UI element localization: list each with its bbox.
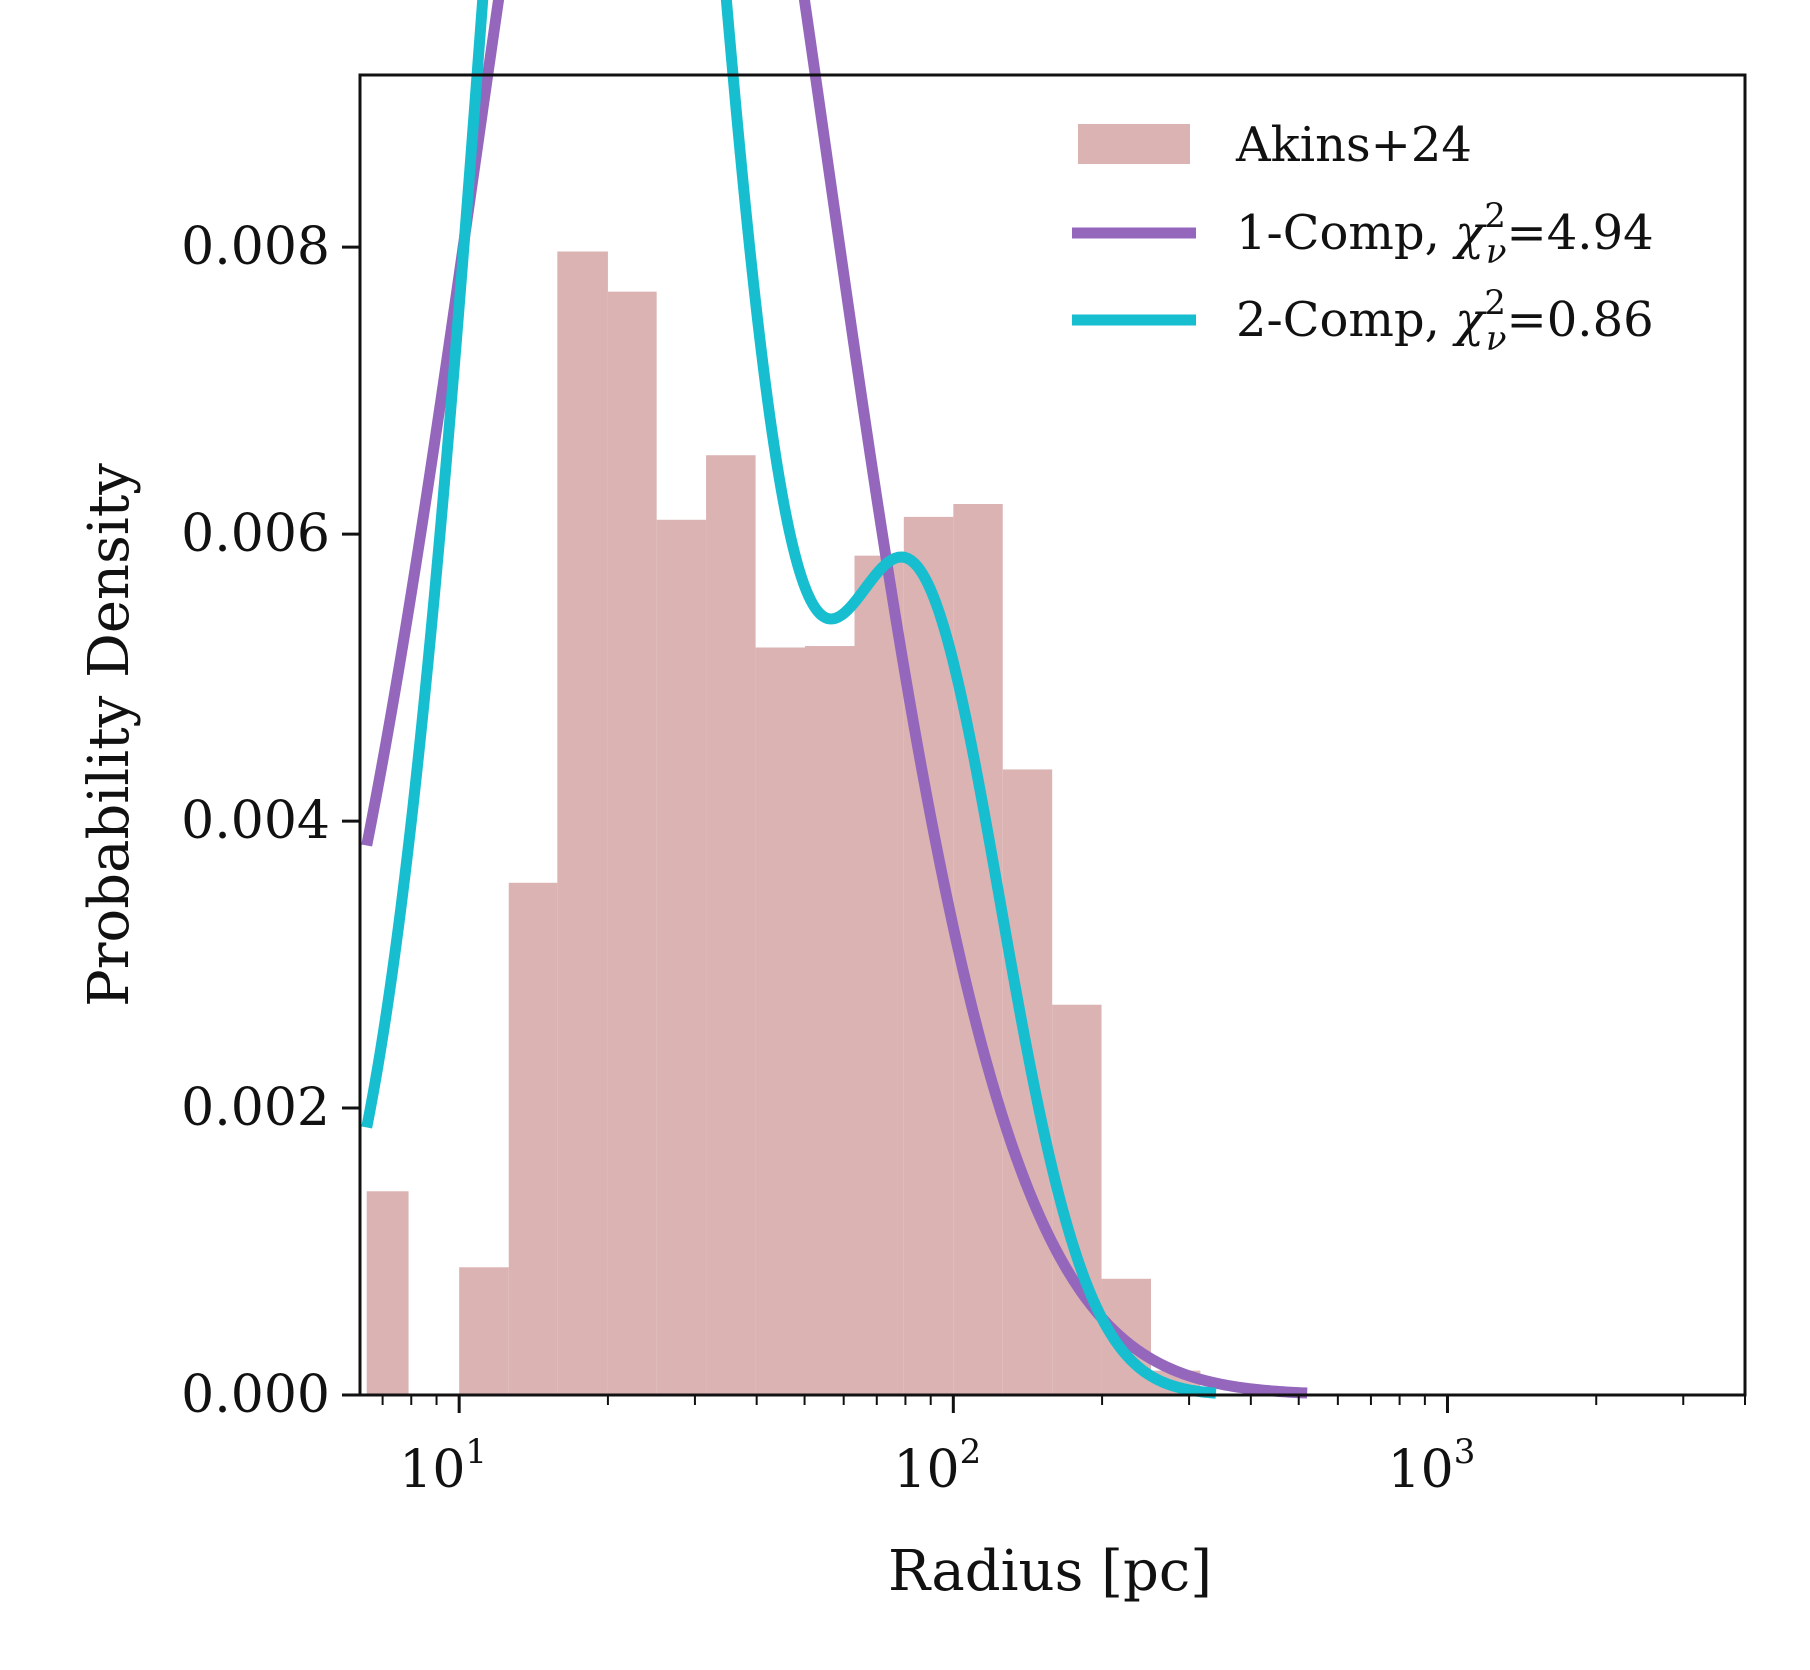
histogram-bar-3 (508, 882, 558, 1395)
y-axis-label: Probability Density (77, 463, 142, 1007)
histogram-bar-5 (607, 291, 657, 1396)
x-axis-ticks: 101 102 103 (381, 1395, 1746, 1500)
histogram-bar-6 (656, 519, 707, 1395)
histogram-bars (366, 251, 1201, 1396)
x-axis-label: Radius [pc] (888, 1539, 1212, 1604)
histogram-bar-9 (804, 646, 855, 1395)
x-tick-label-0: 101 (399, 1432, 487, 1500)
legend-2comp-name: 2-Comp (1236, 292, 1425, 348)
legend-2comp-value: =0.86 (1507, 292, 1654, 348)
legend-label-1comp: 1-Comp, χ2 ν=4.94 (1236, 196, 1654, 272)
y-tick-label-2: 0.004 (181, 791, 330, 851)
histogram-bar-10 (854, 555, 904, 1395)
y-tick-label-4: 0.008 (181, 217, 330, 277)
histogram-bar-0 (366, 1191, 409, 1395)
legend-2comp-chi: χ (1452, 292, 1487, 348)
y-tick-label-0: 0.000 (181, 1365, 330, 1425)
legend-2comp-chi-sub: ν (1486, 319, 1507, 359)
legend-1comp-value: =4.94 (1507, 205, 1654, 261)
legend-2comp-chi-sup: 2 (1484, 283, 1506, 323)
legend: Akins+24 1-Comp, χ2 ν=4.94 2-Comp, χ2 ν=0.… (1072, 117, 1654, 359)
histogram-bar-4 (557, 251, 608, 1395)
legend-swatch-akins (1078, 124, 1190, 164)
legend-label-2comp: 2-Comp, χ2 ν=0.86 (1236, 283, 1654, 359)
y-tick-label-3: 0.006 (181, 504, 330, 564)
legend-1comp-chi-sub: ν (1486, 232, 1507, 272)
histogram-bar-11 (903, 516, 954, 1395)
curve-2-comp (361, 0, 1220, 1399)
y-tick-label-1: 0.002 (181, 1078, 330, 1138)
legend-1comp-chi-sup: 2 (1484, 196, 1506, 236)
legend-label-akins: Akins+24 (1235, 117, 1472, 173)
histogram-bar-13 (1002, 769, 1053, 1395)
histogram-bar-7 (706, 455, 756, 1395)
plot-frame (358, 73, 1747, 1397)
curve-1-comp (361, 0, 1311, 1399)
legend-1comp-name: 1-Comp (1236, 205, 1425, 261)
legend-1comp-chi: χ (1452, 205, 1487, 261)
x-tick-label-1: 102 (893, 1432, 981, 1500)
histogram-bar-8 (755, 647, 805, 1395)
histogram-bar-2 (459, 1267, 509, 1395)
model-curves (361, 0, 1311, 1399)
y-axis-ticks: 0.000 0.002 0.004 0.006 0.008 (181, 217, 360, 1425)
x-tick-label-2: 103 (1388, 1432, 1476, 1500)
